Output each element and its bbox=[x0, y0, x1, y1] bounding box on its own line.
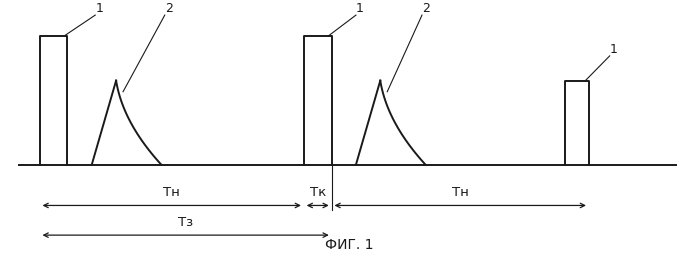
Text: 2: 2 bbox=[422, 2, 430, 15]
Text: Тн: Тн bbox=[163, 186, 180, 199]
Text: Тн: Тн bbox=[452, 186, 468, 199]
Text: Тк: Тк bbox=[310, 186, 326, 199]
Text: 1: 1 bbox=[610, 43, 618, 56]
Text: ФИГ. 1: ФИГ. 1 bbox=[325, 238, 373, 252]
Text: 2: 2 bbox=[165, 2, 172, 15]
Text: 1: 1 bbox=[356, 2, 364, 15]
Text: 1: 1 bbox=[95, 2, 103, 15]
Text: Тз: Тз bbox=[178, 216, 193, 229]
